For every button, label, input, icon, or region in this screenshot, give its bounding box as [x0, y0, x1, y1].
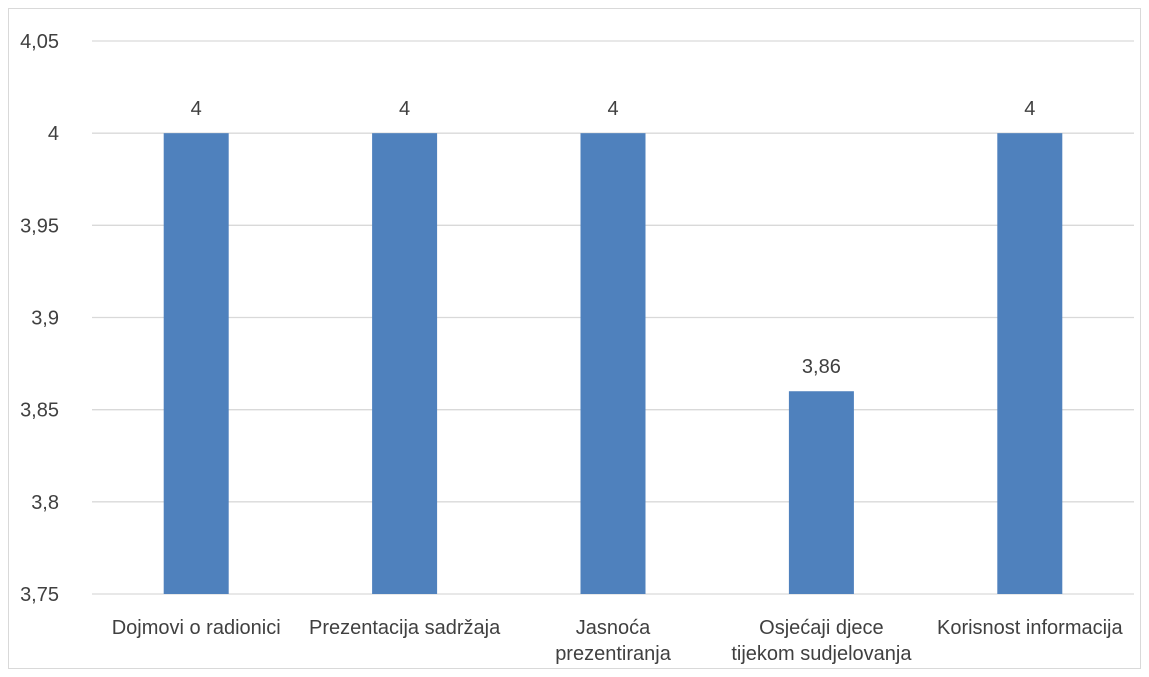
bar [997, 133, 1063, 594]
data-labels: 4 4 4 3,86 4 [191, 98, 1036, 378]
bar [580, 133, 646, 594]
data-label: 4 [607, 98, 618, 120]
y-tick-label: 3,8 [31, 492, 59, 514]
y-tick-label: 4 [48, 123, 59, 145]
x-category-label: Osjećaji djece tijekom sudjelovanja [731, 617, 912, 665]
y-tick-label: 3,9 [31, 308, 59, 330]
data-label: 4 [191, 98, 202, 120]
y-tick-label: 3,85 [20, 400, 59, 422]
bar [163, 133, 229, 594]
bars [163, 133, 1063, 594]
x-axis-category-labels: Dojmovi o radionici Prezentacija sadržaja… [112, 617, 1124, 665]
bar [788, 391, 854, 594]
y-tick-label: 3,95 [20, 215, 59, 237]
y-axis-tick-labels: 3,75 3,8 3,85 3,9 3,95 4 4,05 [20, 31, 59, 606]
x-category-label: Jasnoća prezentiranja [555, 617, 672, 665]
x-category-label: Korisnost informacija [937, 617, 1124, 639]
x-category-label: Dojmovi o radionici [112, 617, 281, 639]
data-label: 4 [399, 98, 410, 120]
data-label: 4 [1024, 98, 1035, 120]
y-tick-label: 4,05 [20, 31, 59, 53]
x-category-label: Prezentacija sadržaja [309, 617, 501, 639]
y-tick-label: 3,75 [20, 584, 59, 606]
data-label: 3,86 [802, 356, 841, 378]
bar [372, 133, 438, 594]
